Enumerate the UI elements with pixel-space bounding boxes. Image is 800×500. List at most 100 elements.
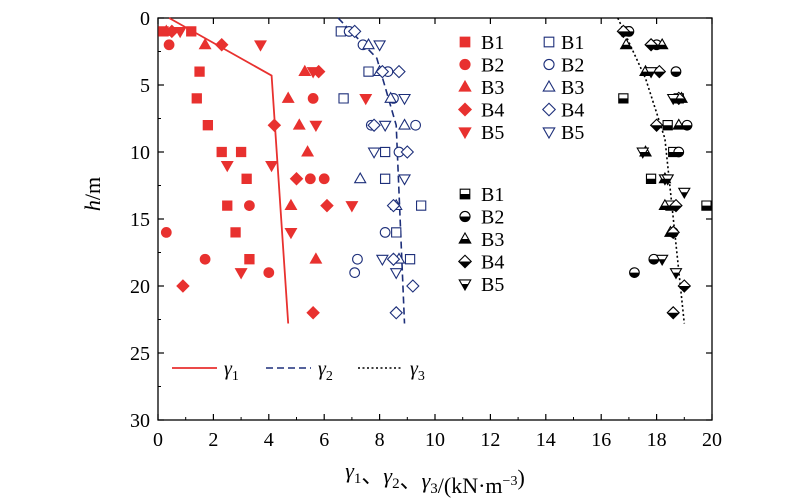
point-gamma1-b5 — [309, 120, 323, 133]
point-gamma1-b1 — [244, 254, 255, 265]
point-gamma3-b5 — [636, 147, 650, 159]
legend-line-label: γ3 — [410, 358, 425, 384]
point-gamma1-b4 — [267, 118, 282, 132]
point-gamma3-b1 — [645, 173, 657, 184]
point-gamma1-b1 — [222, 200, 233, 211]
y-tick-label: 10 — [130, 142, 150, 164]
point-gamma1-b5 — [254, 40, 267, 52]
point-gamma1-b3 — [309, 252, 323, 264]
legend-marker-gamma2-b3 — [542, 79, 556, 92]
point-gamma3-b5 — [677, 187, 691, 200]
point-gamma2-b3 — [353, 171, 367, 184]
y-axis-title: h/m — [80, 177, 105, 211]
point-gamma3-b5 — [666, 93, 680, 106]
point-gamma3-b3 — [658, 198, 672, 211]
point-gamma1-b3 — [281, 91, 295, 103]
point-gamma1-b5 — [234, 268, 248, 280]
y-tick-label: 25 — [130, 343, 150, 365]
point-gamma1-b2 — [199, 253, 211, 265]
legend-label: B3 — [481, 229, 504, 251]
y-tick-label: 20 — [130, 276, 150, 298]
legend-marker-gamma1-b3 — [458, 79, 472, 92]
point-gamma1-b5 — [220, 160, 234, 173]
legend-marker-gamma2-b1 — [543, 36, 555, 48]
x-axis-title: γ1、γ2、γ3/(kN·m−3) — [345, 458, 525, 498]
point-gamma3-b5 — [661, 174, 675, 186]
legend-label: B1 — [481, 32, 504, 54]
legend-label: B1 — [561, 32, 584, 54]
point-gamma1-b2 — [160, 227, 172, 238]
point-gamma2-b2 — [349, 267, 361, 278]
legend-label: B2 — [481, 207, 504, 229]
point-gamma3-b4 — [616, 24, 631, 39]
x-tick-label: 0 — [153, 429, 163, 451]
legend-marker-gamma3-b2 — [459, 210, 471, 223]
legend-marker-gamma1-b5 — [458, 127, 472, 140]
legend-line-label: γ2 — [318, 358, 333, 384]
legend-marker-gamma3-b1 — [459, 188, 471, 200]
axes: 0 2 4 6 8 10 12 14 16 18 20 0 5 10 15 20 25 30 γ1、γ2、γ3/(k… — [80, 8, 722, 498]
point-gamma1-b4 — [320, 198, 334, 213]
data-points — [158, 24, 712, 320]
point-gamma2-b4 — [347, 24, 362, 39]
point-gamma1-b5 — [173, 26, 187, 39]
legend-label: B1 — [481, 184, 504, 206]
legend-label: B3 — [561, 77, 584, 99]
legend-marker-gamma2-b4 — [541, 102, 557, 117]
point-gamma1-b1 — [235, 146, 247, 158]
point-gamma1-b1 — [191, 93, 202, 104]
legend-marker-gamma1-b2 — [459, 58, 471, 71]
point-gamma2-b5 — [373, 40, 387, 52]
legend-line-label: γ1 — [224, 358, 239, 384]
point-gamma2-b1 — [363, 66, 374, 77]
point-gamma2-b5 — [398, 174, 411, 186]
line-solid — [168, 17, 290, 324]
point-gamma3-b4 — [666, 225, 680, 240]
point-gamma3-b3 — [619, 37, 633, 50]
point-gamma2-b4 — [389, 306, 403, 320]
x-tick-label: 10 — [425, 429, 445, 451]
legend-marker-gamma3-b3 — [458, 231, 472, 244]
point-gamma2-b1 — [379, 146, 391, 158]
legend-label: B2 — [561, 55, 584, 77]
point-gamma2-b5 — [398, 93, 411, 106]
point-gamma3-b5 — [655, 254, 669, 267]
point-gamma3-b4 — [644, 38, 658, 52]
point-gamma2-b1 — [404, 254, 416, 265]
point-gamma1-b3 — [298, 64, 312, 77]
legend-marker-gamma2-b5 — [542, 127, 556, 140]
x-tick-label: 14 — [536, 429, 556, 451]
point-gamma3-b2 — [629, 267, 640, 278]
point-gamma1-b4 — [306, 306, 320, 320]
point-gamma2-b4 — [375, 64, 390, 79]
point-gamma1-b3 — [301, 145, 315, 157]
point-gamma1-b1 — [216, 146, 227, 158]
point-gamma1-b1 — [202, 120, 214, 131]
point-gamma2-b4 — [400, 145, 415, 159]
point-gamma3-b3 — [655, 37, 669, 50]
legend-label: B5 — [481, 274, 504, 296]
point-gamma2-b5 — [367, 147, 381, 159]
point-gamma2-b3 — [362, 37, 375, 50]
point-gamma3-b1 — [662, 120, 673, 131]
legend-marker-gamma3-b5 — [458, 279, 472, 292]
point-gamma3-b1 — [618, 93, 629, 104]
point-gamma1-b3 — [284, 198, 298, 211]
point-gamma1-b2 — [163, 39, 175, 51]
point-gamma1-b4 — [176, 279, 190, 293]
line-dotted — [617, 17, 686, 324]
point-gamma3-b4 — [669, 198, 683, 213]
point-gamma1-b1 — [230, 227, 241, 238]
point-gamma1-b5 — [306, 67, 320, 79]
point-gamma2-b1 — [379, 173, 391, 184]
x-tick-label: 2 — [208, 429, 218, 451]
point-gamma3-b2 — [673, 146, 685, 158]
point-gamma1-b1 — [186, 26, 197, 37]
y-tick-label: 30 — [130, 410, 150, 432]
point-gamma1-b5 — [345, 201, 359, 213]
point-gamma1-b5 — [284, 227, 298, 240]
x-tick-label: 12 — [480, 429, 500, 451]
point-gamma2-b5 — [378, 120, 392, 133]
plot-frame — [157, 17, 713, 421]
